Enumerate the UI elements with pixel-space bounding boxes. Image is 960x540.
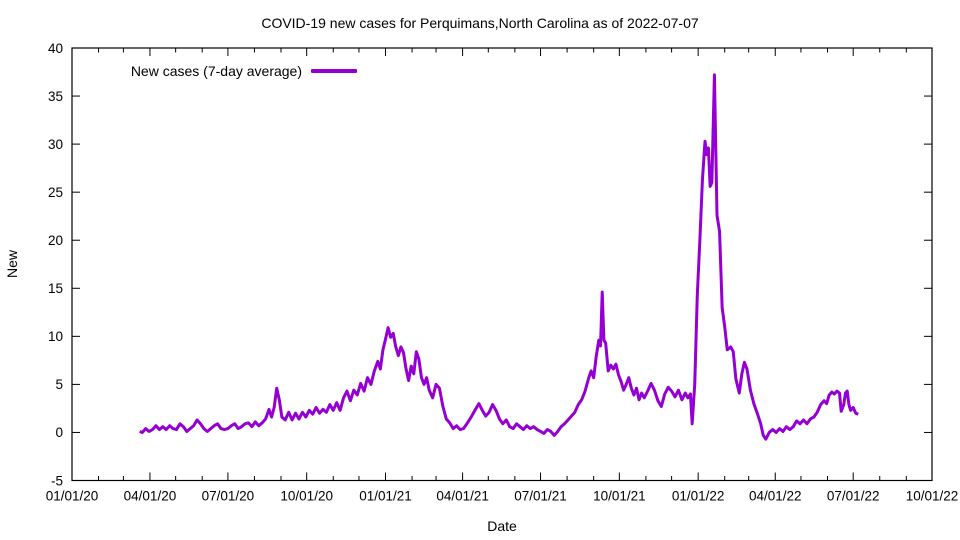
legend: New cases (7-day average)	[72, 63, 357, 79]
x-tick-label: 01/01/21	[359, 489, 412, 504]
series-line-new-cases	[139, 73, 859, 441]
x-tick-label: 07/01/20	[202, 489, 255, 504]
y-tick-label: -5	[51, 473, 63, 488]
x-tick-label: 10/01/21	[593, 489, 646, 504]
x-tick-label: 04/01/22	[749, 489, 802, 504]
x-tick-label: 10/01/20	[280, 489, 333, 504]
y-tick-label: 30	[48, 137, 63, 152]
y-tick-label: 5	[55, 377, 63, 392]
y-tick-label: 25	[48, 185, 63, 200]
x-tick-label: 04/01/21	[436, 489, 489, 504]
y-tick-label: 20	[48, 233, 63, 248]
plot-border	[71, 47, 933, 482]
x-tick-label: 01/01/20	[46, 489, 99, 504]
x-tick-label: 10/01/22	[906, 489, 959, 504]
y-tick-label: 15	[48, 281, 63, 296]
chart-title: COVID-19 new cases for Perquimans,North …	[261, 15, 699, 31]
x-tick-label: 01/01/22	[672, 489, 725, 504]
y-tick-label: 0	[55, 425, 63, 440]
y-tick-label: 10	[48, 329, 63, 344]
x-tick-label: 07/01/21	[514, 489, 567, 504]
x-axis-title: Date	[487, 518, 517, 534]
y-tick-label: 40	[48, 41, 63, 56]
legend-label: New cases (7-day average)	[130, 63, 302, 79]
x-tick-label: 04/01/20	[124, 489, 177, 504]
y-axis-title: New	[4, 250, 20, 279]
y-tick-label: 35	[48, 89, 63, 104]
legend-line-sample	[311, 69, 357, 73]
x-tick-label: 07/01/22	[827, 489, 880, 504]
